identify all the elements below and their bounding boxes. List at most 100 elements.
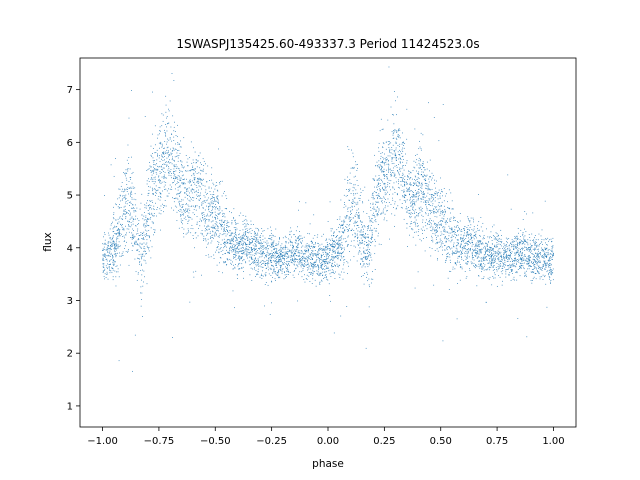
data-point xyxy=(536,262,538,264)
data-point xyxy=(390,170,392,171)
data-point xyxy=(342,228,344,229)
data-point xyxy=(310,254,311,256)
data-point xyxy=(433,117,435,118)
data-point xyxy=(161,113,163,115)
data-point xyxy=(160,205,162,207)
data-point xyxy=(380,153,382,154)
data-point xyxy=(142,243,143,245)
data-point xyxy=(334,261,336,263)
data-point xyxy=(318,269,319,271)
data-point xyxy=(220,181,221,182)
data-point xyxy=(349,224,351,225)
data-point xyxy=(271,268,273,270)
data-point xyxy=(107,244,109,246)
data-point xyxy=(253,249,255,251)
data-point xyxy=(367,244,368,246)
data-point xyxy=(335,243,337,245)
data-point xyxy=(383,170,384,172)
data-point xyxy=(476,244,477,246)
data-point xyxy=(369,219,371,221)
data-point xyxy=(539,268,541,270)
data-point xyxy=(284,274,286,276)
data-point xyxy=(113,212,115,214)
data-point xyxy=(214,216,215,218)
data-point xyxy=(140,286,142,288)
data-point xyxy=(211,200,213,202)
data-point xyxy=(154,169,156,171)
data-point xyxy=(468,237,469,239)
data-point xyxy=(447,231,448,233)
data-point xyxy=(209,191,211,192)
data-point xyxy=(105,265,107,267)
data-point xyxy=(552,245,554,247)
data-point xyxy=(426,174,428,176)
data-point xyxy=(402,167,404,169)
data-point xyxy=(343,262,345,264)
data-point xyxy=(231,240,233,242)
data-point xyxy=(269,238,270,240)
data-point xyxy=(433,208,435,210)
data-point xyxy=(303,279,305,280)
data-point xyxy=(529,266,531,267)
data-point xyxy=(381,167,383,169)
data-point xyxy=(335,271,336,273)
data-point xyxy=(421,191,422,193)
data-point xyxy=(312,245,314,247)
data-point xyxy=(141,274,143,276)
data-point xyxy=(449,218,451,220)
data-point xyxy=(469,221,471,223)
data-point xyxy=(464,245,466,247)
data-point xyxy=(403,191,405,193)
data-point xyxy=(128,193,129,195)
data-point xyxy=(217,195,219,197)
data-point xyxy=(479,260,481,262)
data-point xyxy=(486,228,487,230)
data-point xyxy=(312,269,314,271)
data-point xyxy=(116,245,118,247)
data-point xyxy=(457,257,459,259)
data-point xyxy=(256,241,258,243)
data-point xyxy=(526,213,527,215)
data-point xyxy=(392,199,394,201)
data-point xyxy=(272,246,274,247)
data-point xyxy=(231,238,233,239)
data-point xyxy=(296,247,298,248)
data-point xyxy=(175,135,177,136)
data-point xyxy=(305,244,307,246)
data-point xyxy=(216,222,218,224)
data-point xyxy=(298,237,300,239)
data-point xyxy=(121,199,123,201)
data-point xyxy=(193,172,195,174)
data-point xyxy=(151,246,153,248)
data-point xyxy=(166,177,168,179)
data-point xyxy=(348,200,350,201)
data-point xyxy=(278,277,280,279)
data-point xyxy=(164,205,166,207)
data-point xyxy=(240,252,242,254)
data-point xyxy=(261,228,263,229)
data-point xyxy=(471,236,472,238)
data-point xyxy=(337,235,338,236)
data-point xyxy=(524,275,525,277)
data-point xyxy=(528,247,529,249)
data-point xyxy=(288,274,289,275)
data-point xyxy=(480,217,482,218)
data-point xyxy=(465,262,467,264)
data-point xyxy=(466,264,468,265)
data-point xyxy=(459,279,461,281)
data-point xyxy=(549,239,551,241)
data-point xyxy=(272,253,273,255)
data-point xyxy=(518,254,520,256)
data-point xyxy=(163,163,165,165)
data-point xyxy=(378,166,380,168)
data-point xyxy=(143,223,145,225)
data-point xyxy=(261,277,263,279)
data-point xyxy=(334,251,336,253)
data-point xyxy=(376,184,378,186)
data-point xyxy=(433,212,435,214)
data-point xyxy=(338,239,340,241)
data-point xyxy=(137,249,139,251)
data-point xyxy=(456,242,458,243)
data-point xyxy=(468,219,469,221)
